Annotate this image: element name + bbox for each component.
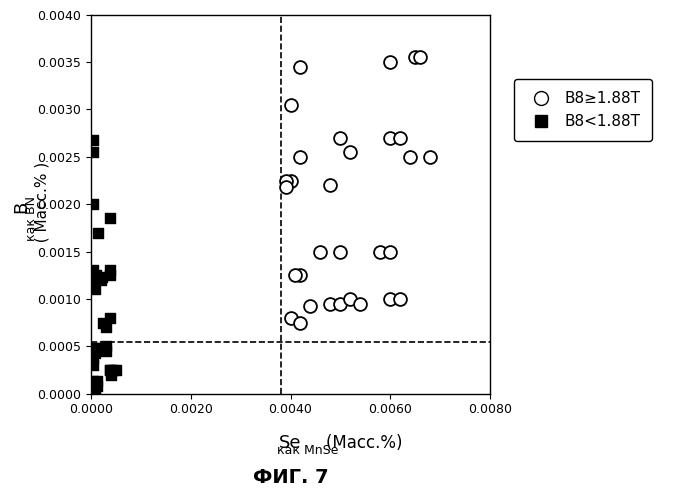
- B8≥1.88T: [295, 271, 306, 279]
- B8<1.88T: [88, 361, 99, 369]
- B8<1.88T: [95, 276, 106, 284]
- B8<1.88T: [104, 366, 116, 374]
- B8≥1.88T: [410, 54, 421, 62]
- B8<1.88T: [104, 267, 116, 275]
- B8<1.88T: [88, 267, 99, 275]
- B8≥1.88T: [335, 134, 346, 142]
- Text: ( Масс.% ): ( Масс.% ): [34, 161, 50, 252]
- B8<1.88T: [100, 342, 111, 350]
- B8≥1.88T: [305, 303, 316, 310]
- B8<1.88T: [111, 366, 122, 374]
- B8<1.88T: [108, 366, 119, 374]
- B8≥1.88T: [285, 177, 296, 184]
- B8≥1.88T: [335, 300, 346, 308]
- B8<1.88T: [104, 366, 116, 374]
- B8<1.88T: [88, 388, 99, 396]
- B8<1.88T: [90, 271, 101, 279]
- B8≥1.88T: [290, 271, 301, 279]
- B8≥1.88T: [395, 295, 406, 303]
- B8≥1.88T: [295, 63, 306, 71]
- B8≥1.88T: [325, 181, 336, 189]
- B8≥1.88T: [424, 153, 435, 161]
- B8<1.88T: [90, 388, 101, 396]
- B8<1.88T: [100, 347, 111, 355]
- B8<1.88T: [88, 136, 99, 144]
- B8≥1.88T: [384, 295, 395, 303]
- B8<1.88T: [90, 285, 101, 293]
- B8≥1.88T: [344, 148, 356, 156]
- B8≥1.88T: [295, 153, 306, 161]
- B8<1.88T: [105, 371, 116, 379]
- B8≥1.88T: [344, 295, 356, 303]
- B8≥1.88T: [414, 54, 426, 62]
- B8<1.88T: [90, 349, 101, 357]
- B8<1.88T: [90, 344, 101, 352]
- B8<1.88T: [98, 319, 109, 327]
- B8<1.88T: [92, 377, 103, 385]
- Text: ФИГ. 7: ФИГ. 7: [253, 468, 328, 487]
- B8<1.88T: [93, 229, 104, 237]
- B8<1.88T: [88, 349, 99, 357]
- Text: (Масс.%): (Масс.%): [304, 434, 402, 452]
- B8<1.88T: [88, 377, 99, 385]
- B8<1.88T: [92, 382, 103, 390]
- B8≥1.88T: [384, 58, 395, 66]
- B8≥1.88T: [405, 153, 416, 161]
- B8≥1.88T: [280, 177, 291, 184]
- B8≥1.88T: [315, 247, 326, 255]
- Text: В: В: [12, 201, 30, 213]
- Legend: B8≥1.88T, B8<1.88T: B8≥1.88T, B8<1.88T: [514, 79, 652, 141]
- B8≥1.88T: [335, 247, 346, 255]
- B8≥1.88T: [384, 134, 395, 142]
- B8≥1.88T: [355, 300, 366, 308]
- B8≥1.88T: [295, 319, 306, 327]
- B8<1.88T: [100, 323, 111, 331]
- B8<1.88T: [88, 354, 99, 362]
- B8<1.88T: [97, 273, 108, 281]
- B8<1.88T: [104, 215, 116, 222]
- B8<1.88T: [88, 281, 99, 289]
- Text: Se: Se: [279, 434, 302, 452]
- B8≥1.88T: [384, 247, 395, 255]
- B8<1.88T: [88, 344, 99, 352]
- B8<1.88T: [104, 271, 116, 279]
- B8<1.88T: [88, 148, 99, 156]
- B8<1.88T: [90, 382, 101, 390]
- B8<1.88T: [88, 382, 99, 390]
- B8<1.88T: [88, 200, 99, 208]
- Text: как BN: как BN: [25, 196, 38, 242]
- B8<1.88T: [104, 314, 116, 322]
- B8≥1.88T: [374, 247, 386, 255]
- B8≥1.88T: [395, 134, 406, 142]
- B8≥1.88T: [285, 314, 296, 322]
- B8≥1.88T: [285, 101, 296, 109]
- B8≥1.88T: [325, 300, 336, 308]
- B8≥1.88T: [280, 183, 291, 191]
- Text: как MnSe: как MnSe: [277, 444, 339, 457]
